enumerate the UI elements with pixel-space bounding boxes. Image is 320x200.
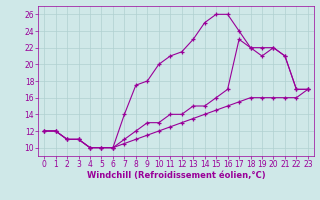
X-axis label: Windchill (Refroidissement éolien,°C): Windchill (Refroidissement éolien,°C) [87, 171, 265, 180]
